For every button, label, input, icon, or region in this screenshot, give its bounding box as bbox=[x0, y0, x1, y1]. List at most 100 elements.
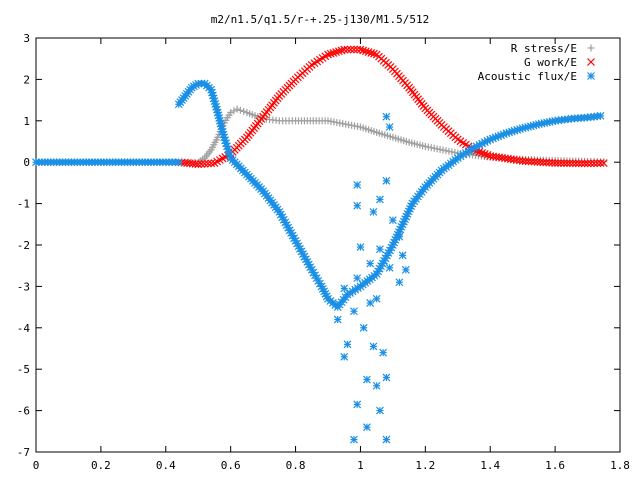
r-stress-e-point bbox=[439, 146, 447, 154]
g-work-e-point bbox=[334, 47, 343, 56]
acoustic-flux-e-point bbox=[290, 234, 299, 243]
acoustic-flux-e-point bbox=[363, 375, 371, 384]
g-work-e-point bbox=[478, 148, 487, 157]
y-tick-label: 2 bbox=[23, 73, 30, 86]
legend-label: R stress/E bbox=[511, 42, 577, 55]
y-tick-label: -5 bbox=[17, 363, 30, 376]
acoustic-flux-e-point bbox=[353, 181, 362, 189]
acoustic-flux-e-point bbox=[395, 278, 404, 287]
g-work-e-point bbox=[329, 48, 338, 57]
g-work-e-point bbox=[340, 45, 349, 54]
r-stress-e-point bbox=[442, 147, 450, 155]
y-tick-label: -6 bbox=[17, 405, 30, 418]
g-work-e-point bbox=[583, 159, 592, 168]
acoustic-flux-e-point bbox=[369, 342, 378, 351]
r-stress-e-point bbox=[236, 106, 244, 114]
acoustic-flux-e-point bbox=[372, 381, 381, 390]
g-work-e-point bbox=[562, 159, 571, 168]
series-2 bbox=[32, 79, 605, 444]
g-work-e-point bbox=[557, 159, 565, 168]
acoustic-flux-e-point bbox=[385, 123, 394, 131]
g-work-e-point bbox=[524, 157, 533, 166]
legend-marker bbox=[587, 58, 595, 66]
g-work-e-point bbox=[568, 159, 577, 168]
g-work-e-point bbox=[361, 47, 370, 56]
g-work-e-point bbox=[346, 45, 355, 54]
acoustic-flux-e-point bbox=[174, 158, 183, 167]
g-work-e-point bbox=[593, 159, 602, 168]
acoustic-flux-e-point bbox=[375, 406, 384, 415]
g-work-e-point bbox=[554, 159, 562, 167]
acoustic-flux-e-point bbox=[379, 348, 388, 357]
x-tick-label: 0 bbox=[33, 459, 40, 472]
legend-label: Acoustic flux/E bbox=[478, 70, 577, 83]
g-work-e-point bbox=[326, 49, 335, 58]
acoustic-flux-e-point bbox=[388, 216, 397, 225]
acoustic-flux-e-point bbox=[350, 307, 358, 316]
r-stress-e-point bbox=[421, 142, 429, 150]
acoustic-flux-e-point bbox=[350, 435, 358, 444]
acoustic-flux-e-point bbox=[385, 263, 394, 272]
acoustic-flux-e-point bbox=[382, 435, 391, 444]
acoustic-flux-e-point bbox=[340, 352, 349, 361]
r-stress-e-point bbox=[227, 109, 235, 117]
acoustic-flux-e-point bbox=[375, 245, 384, 254]
g-work-e-point bbox=[350, 45, 358, 54]
r-stress-e-point bbox=[433, 145, 441, 153]
x-tick-label: 0.2 bbox=[91, 459, 111, 472]
acoustic-flux-e-point bbox=[596, 111, 605, 120]
acoustic-flux-e-point bbox=[372, 294, 381, 303]
r-stress-e-point bbox=[240, 107, 248, 115]
g-work-e-point bbox=[571, 159, 580, 168]
g-work-e-point bbox=[343, 45, 352, 54]
g-work-e-point bbox=[545, 158, 554, 167]
chart-title: m2/n1.5/q1.5/r-+.25-j130/M1.5/512 bbox=[211, 13, 430, 26]
x-tick-label: 1.6 bbox=[545, 459, 565, 472]
g-work-e-point bbox=[332, 48, 341, 57]
r-stress-e-point bbox=[430, 144, 438, 152]
g-work-e-point bbox=[590, 159, 598, 168]
g-work-e-point bbox=[527, 157, 536, 166]
x-tick-label: 1.4 bbox=[480, 459, 500, 472]
g-work-e-point bbox=[599, 159, 608, 167]
g-work-e-point bbox=[596, 159, 605, 168]
x-tick-label: 1.8 bbox=[610, 459, 630, 472]
acoustic-flux-e-point bbox=[340, 284, 349, 293]
acoustic-flux-e-point bbox=[359, 323, 368, 332]
acoustic-flux-e-point bbox=[401, 265, 410, 274]
g-work-e-point bbox=[560, 159, 568, 168]
acoustic-flux-e-point bbox=[356, 243, 365, 251]
y-tick-label: -3 bbox=[17, 280, 30, 293]
g-work-e-point bbox=[191, 160, 200, 168]
legend-marker bbox=[587, 44, 595, 52]
legend-marker bbox=[587, 72, 595, 80]
acoustic-flux-e-point bbox=[366, 259, 375, 268]
y-tick-label: -7 bbox=[17, 446, 30, 459]
acoustic-flux-e-point bbox=[375, 195, 384, 204]
acoustic-flux-e-point bbox=[382, 176, 391, 185]
acoustic-flux-e-point bbox=[363, 423, 371, 432]
g-work-e-point bbox=[539, 158, 548, 167]
r-stress-e-point bbox=[427, 144, 435, 152]
acoustic-flux-e-point bbox=[369, 207, 378, 216]
y-tick-label: -4 bbox=[17, 322, 31, 335]
acoustic-flux-e-point bbox=[382, 112, 391, 121]
acoustic-flux-e-point bbox=[382, 373, 391, 382]
g-work-e-point bbox=[194, 160, 203, 169]
g-work-e-point bbox=[204, 159, 212, 168]
g-work-e-point bbox=[364, 48, 373, 57]
x-tick-label: 0.8 bbox=[286, 459, 306, 472]
acoustic-flux-e-point bbox=[395, 232, 404, 241]
g-work-e-point bbox=[521, 157, 530, 166]
g-work-e-point bbox=[200, 159, 209, 168]
x-tick-label: 1.2 bbox=[415, 459, 435, 472]
g-work-e-point bbox=[370, 49, 378, 58]
y-tick-label: -2 bbox=[17, 239, 30, 252]
g-work-e-point bbox=[197, 160, 206, 168]
acoustic-flux-e-point bbox=[353, 274, 362, 283]
r-stress-e-point bbox=[233, 105, 241, 113]
x-tick-label: 1 bbox=[357, 459, 364, 472]
g-work-e-point bbox=[518, 157, 527, 165]
